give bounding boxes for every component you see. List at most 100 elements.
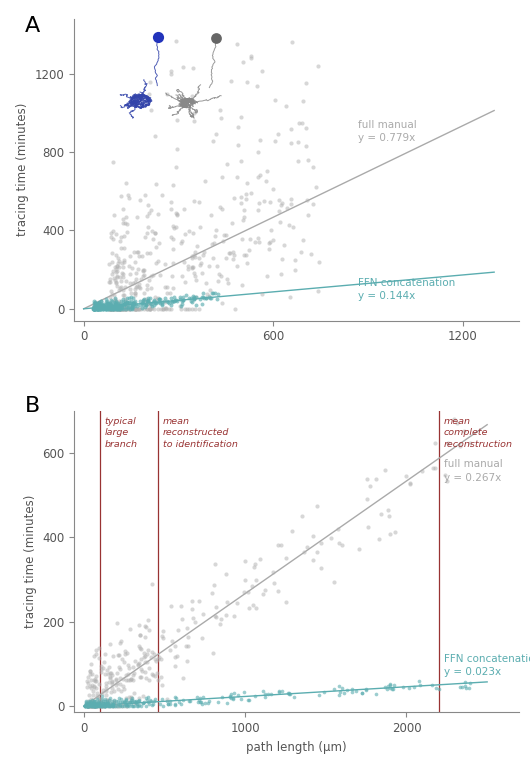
Point — [198, 290, 206, 303]
Point — [110, 294, 119, 306]
Point — [98, 302, 106, 314]
Point — [431, 462, 439, 474]
Point — [105, 299, 113, 311]
Point — [86, 665, 94, 677]
Point — [132, 700, 141, 712]
Point — [399, 681, 407, 693]
Point — [167, 270, 176, 282]
Point — [151, 290, 160, 303]
Point — [90, 696, 99, 709]
Point — [193, 239, 201, 251]
Point — [277, 268, 285, 280]
Point — [159, 700, 167, 712]
Point — [154, 255, 162, 267]
Point — [115, 303, 123, 315]
Point — [114, 252, 122, 264]
Point — [172, 294, 181, 306]
Point — [230, 610, 239, 623]
Point — [200, 245, 208, 258]
Point — [263, 688, 272, 700]
Point — [105, 303, 114, 315]
Point — [144, 292, 152, 304]
Point — [166, 303, 175, 315]
Point — [165, 695, 174, 707]
Point — [93, 303, 101, 315]
Point — [167, 231, 176, 243]
Point — [157, 671, 165, 683]
Point — [90, 303, 98, 315]
Point — [140, 656, 149, 668]
Point — [243, 177, 251, 189]
Point — [172, 221, 180, 233]
Point — [96, 303, 105, 315]
Point — [302, 122, 311, 134]
Point — [89, 700, 97, 712]
Point — [128, 694, 136, 706]
Point — [259, 685, 267, 697]
Point — [97, 298, 105, 310]
Point — [281, 596, 290, 608]
Point — [101, 689, 110, 701]
Point — [109, 700, 117, 712]
Point — [178, 613, 186, 625]
Point — [222, 596, 231, 608]
Point — [138, 665, 147, 677]
Point — [116, 700, 125, 712]
Point — [198, 267, 207, 279]
Point — [98, 700, 106, 712]
Point — [167, 299, 175, 311]
Point — [120, 256, 128, 268]
Point — [96, 303, 105, 315]
Point — [90, 680, 98, 693]
Point — [127, 690, 135, 703]
Point — [215, 104, 224, 116]
Point — [143, 303, 152, 315]
Point — [121, 645, 130, 658]
Point — [165, 297, 173, 309]
Point — [131, 697, 140, 709]
Point — [147, 303, 156, 315]
Point — [285, 219, 293, 232]
Point — [108, 303, 116, 315]
Point — [91, 695, 99, 707]
Point — [95, 303, 103, 315]
Point — [90, 700, 98, 712]
Point — [107, 300, 116, 312]
Point — [83, 700, 91, 712]
Point — [175, 291, 184, 303]
Point — [121, 177, 130, 189]
Point — [109, 303, 117, 315]
Point — [84, 700, 93, 712]
Point — [122, 303, 130, 315]
Point — [90, 700, 99, 712]
Point — [218, 691, 226, 703]
Text: B: B — [25, 396, 40, 416]
Point — [130, 298, 138, 310]
Point — [151, 693, 159, 705]
Point — [171, 207, 180, 219]
Point — [149, 669, 157, 681]
Point — [117, 231, 125, 243]
Point — [137, 663, 145, 675]
Point — [114, 301, 123, 313]
Point — [132, 298, 140, 310]
Point — [258, 65, 267, 77]
Point — [97, 696, 105, 708]
Point — [99, 298, 108, 310]
Point — [223, 158, 232, 170]
Point — [107, 686, 116, 698]
Point — [94, 696, 102, 708]
Point — [93, 303, 101, 315]
Point — [109, 650, 118, 662]
Point — [176, 237, 185, 249]
Point — [205, 290, 214, 302]
Point — [146, 297, 154, 309]
Point — [179, 294, 188, 306]
Point — [166, 66, 175, 78]
Point — [129, 277, 137, 289]
Point — [105, 303, 113, 315]
Point — [90, 700, 99, 712]
Point — [94, 303, 102, 315]
Point — [109, 301, 118, 313]
Point — [141, 620, 149, 632]
